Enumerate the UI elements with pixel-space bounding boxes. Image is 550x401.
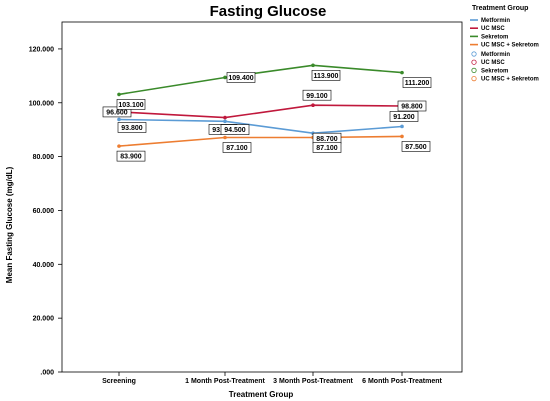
data-label-box: [389, 111, 419, 122]
legend-marker-label: UC MSC: [481, 60, 505, 66]
data-point-sekretom: [117, 92, 121, 97]
data-point-sekretom: [223, 75, 227, 80]
data-point-metformin: [223, 119, 227, 124]
plot-frame: [61, 21, 463, 373]
data-label: 93.800: [121, 125, 143, 132]
x-tick-label: 1 Month Post-Treatment: [185, 378, 265, 385]
data-label-box: [116, 150, 146, 162]
legend-marker-swatch: [471, 67, 477, 74]
data-label: 99.100: [306, 93, 328, 100]
data-point-uc-msc-sekretom: [223, 135, 227, 140]
y-tick-label: 20.000: [33, 316, 55, 323]
y-tick-label: 40.000: [33, 262, 55, 269]
data-labels-layer: 93.80093.10088.70091.20096.60094.50099.1…: [102, 70, 432, 162]
data-label: 103.100: [118, 102, 143, 109]
x-tick-label: 3 Month Post-Treatment: [273, 378, 353, 385]
data-label: 94.500: [224, 127, 246, 134]
series-layer: [117, 63, 404, 148]
data-label-box: [226, 72, 256, 83]
legend: Treatment Group Metformin UC MSC Sekretom U…: [470, 5, 539, 83]
data-point-metformin: [117, 117, 121, 122]
series-line-uc-msc-sekretom: [118, 135, 403, 147]
data-label-box: [402, 77, 432, 88]
data-label: 87.100: [316, 145, 338, 152]
data-point-sekretom: [311, 63, 315, 68]
y-tick-label: 100.000: [29, 100, 54, 107]
x-axis-title: Treatment Group: [229, 390, 294, 399]
legend-line-label: Sekretom: [481, 34, 508, 40]
y-tick-label: .000: [40, 370, 54, 377]
data-point-sekretom: [400, 70, 404, 75]
series-line-uc-msc: [118, 104, 403, 119]
data-label-box: [220, 124, 250, 135]
data-label-box: [311, 70, 341, 81]
legend-line-label: UC MSC: [481, 26, 505, 32]
data-label: 98.800: [401, 104, 423, 111]
series-line-sekretom: [118, 64, 403, 96]
series-line-metformin: [118, 118, 403, 135]
data-label: 83.900: [120, 154, 142, 161]
data-point-uc-msc-sekretom: [117, 144, 121, 148]
data-point-uc-msc: [311, 103, 315, 107]
data-label: 111.200: [405, 80, 430, 87]
legend-marker-swatch: [471, 59, 477, 65]
data-label-box: [302, 89, 332, 101]
data-point-uc-msc-sekretom: [400, 134, 404, 139]
data-label-box: [397, 100, 427, 112]
legend-marker-label: Sekretom: [481, 68, 508, 74]
data-label: 96.600: [106, 110, 128, 117]
legend-marker-swatch: [471, 51, 477, 57]
data-label-box: [222, 142, 252, 153]
legend-marker-swatch: [471, 76, 477, 82]
data-label: 87.100: [226, 145, 248, 152]
x-tick-label: Screening: [102, 378, 136, 385]
data-label-box: [116, 99, 146, 110]
data-point-metformin: [400, 124, 404, 129]
legend-marker-label: UC MSC + Sekretom: [481, 77, 539, 83]
y-tick-label: 60.000: [33, 208, 55, 215]
data-label: 91.200: [393, 114, 415, 121]
axes: .000 20.000 40.000 60.000 80.000 100.000 120.0…: [29, 21, 463, 385]
data-label-box: [312, 142, 342, 153]
legend-line-label: UC MSC + Sekretom: [481, 43, 539, 49]
y-tick-label: 80.000: [33, 154, 55, 161]
y-tick-label: 120.000: [29, 46, 54, 53]
data-label: 87.500: [405, 144, 427, 151]
legend-marker-label: Metformin: [481, 52, 510, 58]
data-point-uc-msc: [223, 115, 227, 120]
chart-title: Fasting Glucose: [210, 3, 327, 20]
data-label: 88.700: [316, 136, 338, 143]
legend-line-label: Metformin: [481, 18, 510, 24]
data-label-box: [117, 122, 147, 133]
data-label-box: [401, 141, 431, 152]
x-tick-label: 6 Month Post-Treatment: [362, 378, 442, 385]
data-label: 113.900: [314, 73, 339, 80]
y-axis-title: Mean Fasting Glucose (mg/dL): [5, 166, 14, 283]
legend-title: Treatment Group: [472, 5, 528, 12]
data-label: 109.400: [228, 75, 253, 82]
